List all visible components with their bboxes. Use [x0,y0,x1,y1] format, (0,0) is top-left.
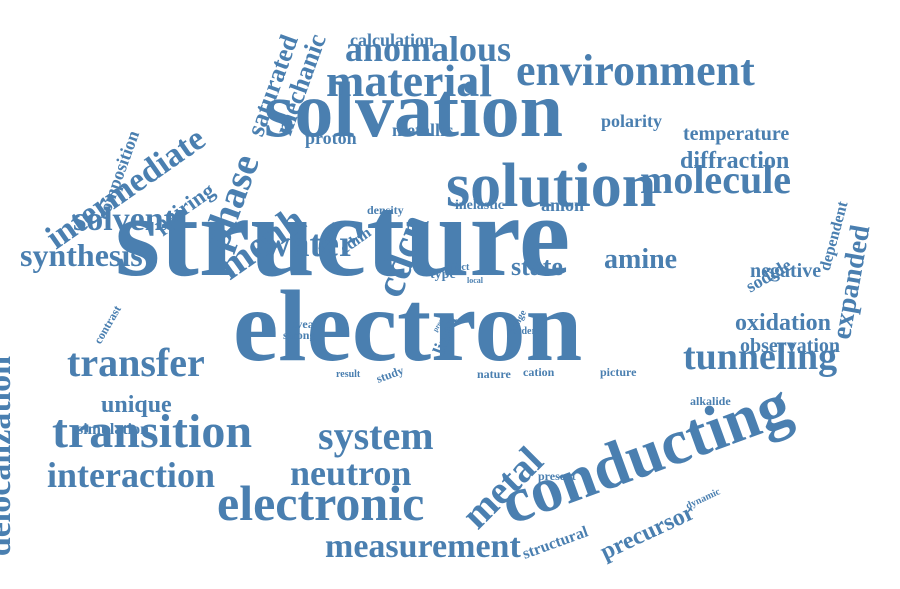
word-metallic: metallic [392,119,453,140]
word-type: type [430,266,456,282]
word-density: density [367,203,404,218]
word-local: local [467,275,483,285]
word-synthesis: synthesis [20,237,143,274]
word-delocalization: delocalization [0,355,18,556]
word-material: material [326,55,493,107]
word-alkalide: alkalide [690,394,731,409]
word-diffraction: diffraction [680,147,790,174]
word-anomalous: anomalous [345,29,512,70]
word-molecule: molecule [640,157,792,202]
word-solvent: solvent [73,200,175,238]
word-state: state [511,252,563,282]
word-anion: anion [541,194,585,215]
word-amine: amine [604,243,678,275]
word-observation: observation [740,335,840,357]
word-nature: nature [477,367,511,382]
word-strong: strong [283,328,316,343]
word-tunneling: tunneling [683,335,838,378]
word-effect: effect [446,262,470,273]
word-solution: solution [446,152,657,221]
word-oxidation: oxidation [735,309,832,336]
word-cation: cation [523,365,555,380]
word-interaction: interaction [47,455,215,496]
word-order: order [512,326,536,337]
word-measurement: measurement [325,527,521,565]
word-simulation: simulation [77,421,150,439]
word-electron: electron [233,270,583,384]
word-polarity: polarity [601,110,662,131]
word-result: result [336,369,361,380]
word-picture: picture [600,365,637,380]
word-dynamic: dynamic [684,486,723,512]
word-unique: unique [101,391,172,418]
word-reveal: reveal [286,317,318,332]
word-temperature: temperature [683,123,790,145]
word-precursor: precursor [596,499,699,566]
word-transfer: transfer [67,340,205,385]
word-negative: negative [750,260,822,282]
word-inelastic: inelastic [455,197,504,213]
word-neutron: neutron [290,453,412,494]
word-environment: environment [516,45,755,95]
word-water: water [263,222,356,265]
word-conducting: conducting [491,367,800,538]
word-solvation: solvation [264,65,564,153]
word-structure: structure [115,173,571,302]
word-system: system [318,413,434,458]
word-electronic: electronic [217,475,425,531]
word-proton: proton [305,127,357,148]
word-calculation: calculation [350,29,434,50]
word-present: present [538,469,576,484]
word-transition: transition [52,404,253,458]
